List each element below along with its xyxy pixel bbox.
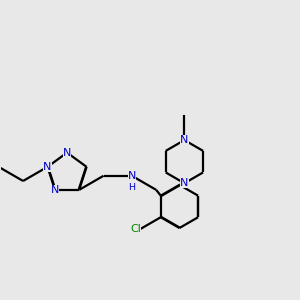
Text: N: N (180, 135, 189, 145)
Text: H: H (128, 183, 135, 192)
Text: N: N (63, 148, 71, 158)
Text: N: N (51, 185, 59, 195)
Text: N: N (128, 171, 136, 181)
Text: N: N (180, 178, 189, 188)
Text: N: N (43, 162, 52, 172)
Text: Cl: Cl (130, 224, 141, 234)
